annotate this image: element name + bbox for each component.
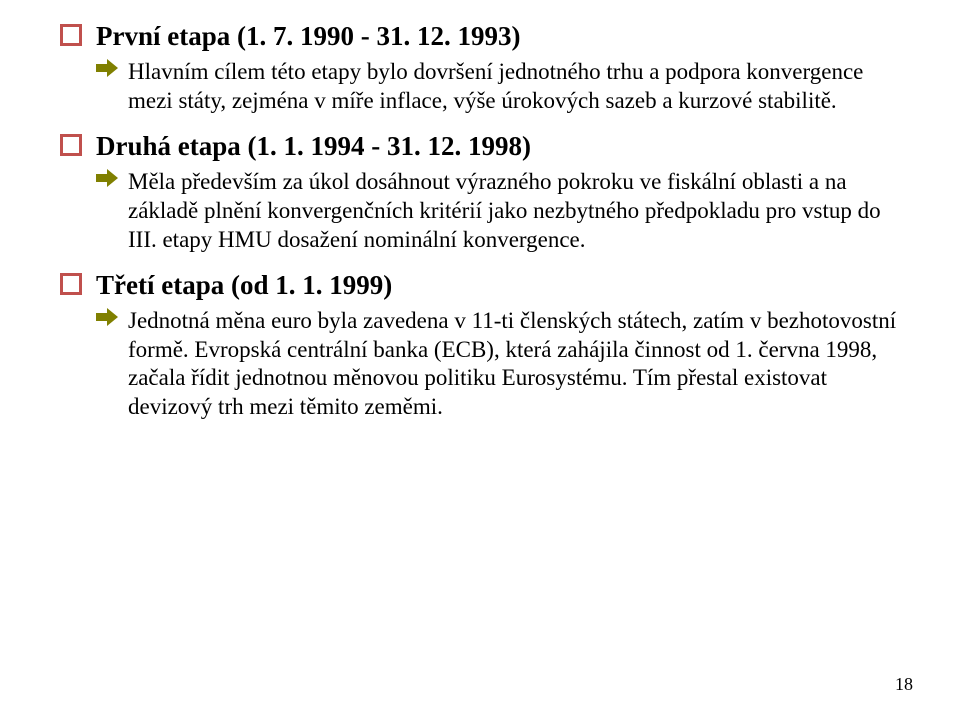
heading-3: Třetí etapa (od 1. 1. 1999) (96, 269, 392, 301)
section-3: Třetí etapa (od 1. 1. 1999) Jednotná měn… (60, 269, 899, 422)
arrow-right-icon (96, 168, 118, 188)
square-bullet-icon (60, 24, 82, 46)
sub-row-1: Hlavním cílem této etapy bylo dovršení j… (60, 58, 899, 116)
body-3: Jednotná měna euro byla zavedena v 11-ti… (128, 307, 899, 422)
square-bullet-icon (60, 273, 82, 295)
arrow-right-icon (96, 58, 118, 78)
heading-row-1: První etapa (1. 7. 1990 - 31. 12. 1993) (60, 20, 899, 52)
arrow-cell-2 (96, 168, 124, 193)
heading-2: Druhá etapa (1. 1. 1994 - 31. 12. 1998) (96, 130, 531, 162)
arrow-cell-3 (96, 307, 124, 332)
slide: První etapa (1. 7. 1990 - 31. 12. 1993) … (0, 0, 959, 717)
heading-1: První etapa (1. 7. 1990 - 31. 12. 1993) (96, 20, 520, 52)
sub-row-3: Jednotná měna euro byla zavedena v 11-ti… (60, 307, 899, 422)
arrow-cell-1 (96, 58, 124, 83)
heading-row-2: Druhá etapa (1. 1. 1994 - 31. 12. 1998) (60, 130, 899, 162)
body-1: Hlavním cílem této etapy bylo dovršení j… (128, 58, 899, 116)
sub-row-2: Měla především za úkol dosáhnout výrazné… (60, 168, 899, 254)
section-2: Druhá etapa (1. 1. 1994 - 31. 12. 1998) … (60, 130, 899, 255)
page-number: 18 (895, 674, 913, 695)
heading-row-3: Třetí etapa (od 1. 1. 1999) (60, 269, 899, 301)
section-1: První etapa (1. 7. 1990 - 31. 12. 1993) … (60, 20, 899, 116)
body-2: Měla především za úkol dosáhnout výrazné… (128, 168, 899, 254)
arrow-right-icon (96, 307, 118, 327)
square-bullet-icon (60, 134, 82, 156)
